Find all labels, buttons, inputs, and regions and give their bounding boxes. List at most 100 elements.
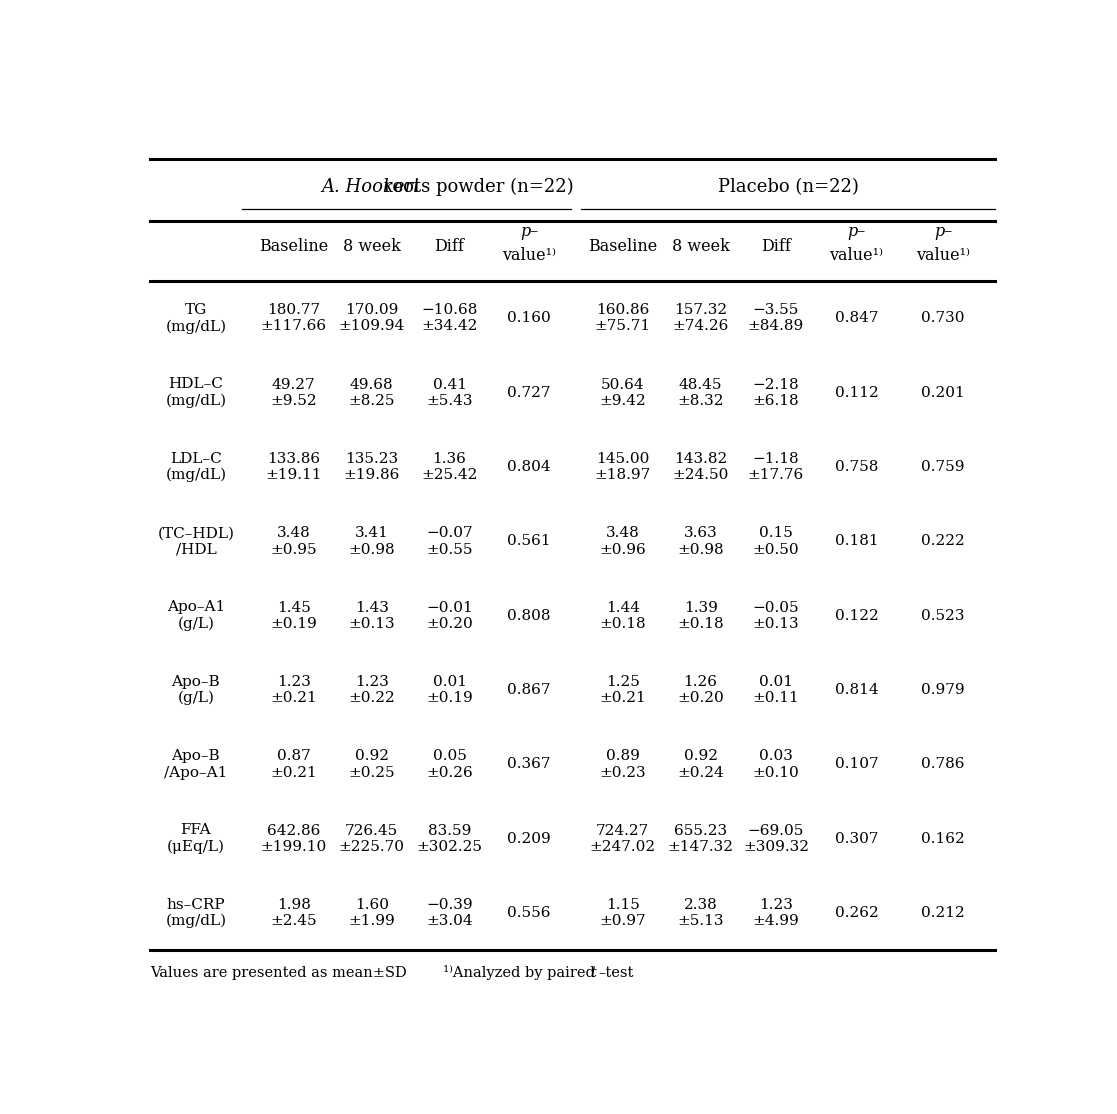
Text: 1.45
±0.19: 1.45 ±0.19	[270, 600, 317, 631]
Text: 3.41
±0.98: 3.41 ±0.98	[349, 526, 395, 557]
Text: 50.64
±9.42: 50.64 ±9.42	[600, 378, 646, 408]
Text: 1.98
±2.45: 1.98 ±2.45	[270, 898, 317, 928]
Text: −2.18
±6.18: −2.18 ±6.18	[753, 378, 799, 408]
Text: 1.60
±1.99: 1.60 ±1.99	[349, 898, 395, 928]
Text: 1.23
±4.99: 1.23 ±4.99	[753, 898, 800, 928]
Text: 0.814: 0.814	[834, 683, 878, 697]
Text: 1.44
±0.18: 1.44 ±0.18	[600, 600, 646, 631]
Text: 3.63
±0.98: 3.63 ±0.98	[677, 526, 724, 557]
Text: 0.162: 0.162	[922, 832, 965, 846]
Text: Values are presented as mean±SD: Values are presented as mean±SD	[150, 966, 407, 979]
Text: 145.00
±18.97: 145.00 ±18.97	[594, 452, 651, 482]
Text: 0.804: 0.804	[507, 460, 551, 475]
Text: 0.758: 0.758	[834, 460, 878, 475]
Text: 0.307: 0.307	[834, 832, 878, 846]
Text: 0.979: 0.979	[922, 683, 965, 697]
Text: −3.55
±84.89: −3.55 ±84.89	[747, 303, 804, 333]
Text: (TC–HDL)
/HDL: (TC–HDL) /HDL	[157, 526, 235, 557]
Text: 0.92
±0.25: 0.92 ±0.25	[349, 750, 395, 780]
Text: 83.59
±302.25: 83.59 ±302.25	[417, 823, 483, 853]
Text: 180.77
±117.66: 180.77 ±117.66	[260, 303, 327, 333]
Text: 0.212: 0.212	[922, 906, 965, 920]
Text: 0.556: 0.556	[507, 906, 551, 920]
Text: 3.48
±0.95: 3.48 ±0.95	[270, 526, 317, 557]
Text: 0.727: 0.727	[507, 385, 551, 400]
Text: value¹⁾: value¹⁾	[830, 247, 884, 264]
Text: 0.89
±0.23: 0.89 ±0.23	[600, 750, 646, 780]
Text: –test: –test	[599, 966, 633, 979]
Text: LDL–C
(mg/dL): LDL–C (mg/dL)	[165, 452, 227, 482]
Text: 1.43
±0.13: 1.43 ±0.13	[349, 600, 395, 631]
Text: 0.201: 0.201	[922, 385, 965, 400]
Text: 0.87
±0.21: 0.87 ±0.21	[270, 750, 317, 780]
Text: Apo–A1
(g/L): Apo–A1 (g/L)	[166, 600, 225, 632]
Text: 0.01
±0.19: 0.01 ±0.19	[427, 675, 472, 705]
Text: Apo–B
(g/L): Apo–B (g/L)	[172, 675, 220, 705]
Text: 160.86
±75.71: 160.86 ±75.71	[594, 303, 651, 333]
Text: roots powder (n=22): roots powder (n=22)	[379, 178, 574, 196]
Text: 157.32
±74.26: 157.32 ±74.26	[672, 303, 728, 333]
Text: −69.05
±309.32: −69.05 ±309.32	[743, 823, 809, 853]
Text: p–: p–	[934, 223, 952, 240]
Text: 0.561: 0.561	[507, 535, 551, 548]
Text: 0.786: 0.786	[922, 758, 965, 771]
Text: 0.107: 0.107	[834, 758, 878, 771]
Text: 724.27
±247.02: 724.27 ±247.02	[590, 823, 656, 853]
Text: FFA
(μEq/L): FFA (μEq/L)	[166, 823, 225, 854]
Text: 0.808: 0.808	[507, 608, 551, 623]
Text: Diff: Diff	[435, 238, 465, 255]
Text: −10.68
±34.42: −10.68 ±34.42	[421, 303, 478, 333]
Text: HDL–C
(mg/dL): HDL–C (mg/dL)	[165, 378, 227, 408]
Text: 8 week: 8 week	[671, 238, 729, 255]
Text: 642.86
±199.10: 642.86 ±199.10	[260, 823, 327, 853]
Text: 0.05
±0.26: 0.05 ±0.26	[427, 750, 472, 780]
Text: Placebo (n=22): Placebo (n=22)	[717, 178, 859, 196]
Text: Baseline: Baseline	[259, 238, 328, 255]
Text: 655.23
±147.32: 655.23 ±147.32	[668, 823, 734, 853]
Text: 1.23
±0.21: 1.23 ±0.21	[270, 675, 317, 705]
Text: −0.05
±0.13: −0.05 ±0.13	[753, 600, 799, 631]
Text: 0.122: 0.122	[834, 608, 878, 623]
Text: 170.09
±109.94: 170.09 ±109.94	[338, 303, 404, 333]
Text: t: t	[590, 966, 595, 979]
Text: Apo–B
/Apo–A1: Apo–B /Apo–A1	[164, 750, 228, 780]
Text: 1.25
±0.21: 1.25 ±0.21	[600, 675, 646, 705]
Text: 0.867: 0.867	[507, 683, 551, 697]
Text: −0.07
±0.55: −0.07 ±0.55	[427, 526, 472, 557]
Text: value¹⁾: value¹⁾	[916, 247, 970, 264]
Text: 0.01
±0.11: 0.01 ±0.11	[753, 675, 800, 705]
Text: 49.68
±8.25: 49.68 ±8.25	[349, 378, 395, 408]
Text: 2.38
±5.13: 2.38 ±5.13	[677, 898, 724, 928]
Text: 0.759: 0.759	[922, 460, 965, 475]
Text: p–: p–	[521, 223, 538, 240]
Text: 0.41
±5.43: 0.41 ±5.43	[427, 378, 472, 408]
Text: 3.48
±0.96: 3.48 ±0.96	[600, 526, 646, 557]
Text: 0.160: 0.160	[507, 312, 551, 325]
Text: 1.15
±0.97: 1.15 ±0.97	[600, 898, 646, 928]
Text: 135.23
±19.86: 135.23 ±19.86	[343, 452, 400, 482]
Text: A. Hookeri: A. Hookeri	[322, 178, 420, 196]
Text: 1.23
±0.22: 1.23 ±0.22	[349, 675, 395, 705]
Text: 0.181: 0.181	[834, 535, 878, 548]
Text: 133.86
±19.11: 133.86 ±19.11	[266, 452, 322, 482]
Text: 49.27
±9.52: 49.27 ±9.52	[270, 378, 317, 408]
Text: 0.92
±0.24: 0.92 ±0.24	[677, 750, 724, 780]
Text: 48.45
±8.32: 48.45 ±8.32	[677, 378, 724, 408]
Text: 0.262: 0.262	[834, 906, 878, 920]
Text: p–: p–	[848, 223, 866, 240]
Text: Baseline: Baseline	[588, 238, 657, 255]
Text: −0.01
±0.20: −0.01 ±0.20	[427, 600, 472, 631]
Text: 0.112: 0.112	[834, 385, 878, 400]
Text: 0.523: 0.523	[922, 608, 965, 623]
Text: 1.26
±0.20: 1.26 ±0.20	[677, 675, 724, 705]
Text: 0.847: 0.847	[834, 312, 878, 325]
Text: ¹⁾Analyzed by paired: ¹⁾Analyzed by paired	[435, 965, 600, 980]
Text: 143.82
±24.50: 143.82 ±24.50	[672, 452, 728, 482]
Text: −0.39
±3.04: −0.39 ±3.04	[427, 898, 472, 928]
Text: 8 week: 8 week	[343, 238, 401, 255]
Text: 0.222: 0.222	[922, 535, 965, 548]
Text: 0.367: 0.367	[507, 758, 551, 771]
Text: TG
(mg/dL): TG (mg/dL)	[165, 303, 227, 334]
Text: 0.15
±0.50: 0.15 ±0.50	[753, 526, 799, 557]
Text: 1.36
±25.42: 1.36 ±25.42	[421, 452, 478, 482]
